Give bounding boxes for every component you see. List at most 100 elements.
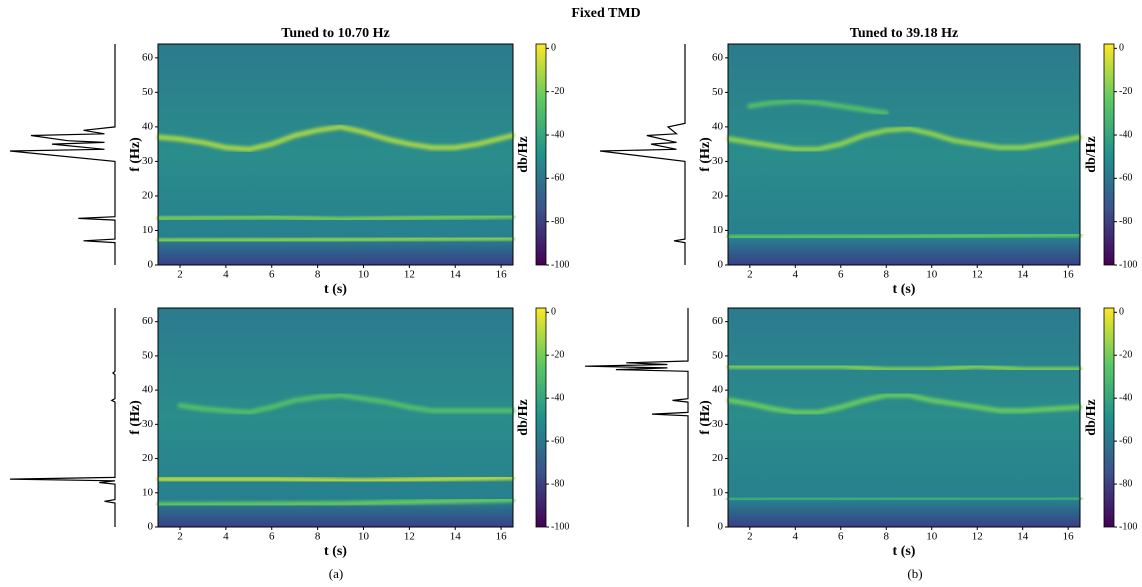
y-tick-label: 40: [712, 120, 724, 132]
colorbar-tick-label: -20: [1119, 350, 1132, 361]
colorbar-tick-label: -100: [1119, 521, 1137, 532]
colorbar-tick-label: -60: [1119, 173, 1132, 184]
spectrum: [599, 44, 686, 265]
x-axis-label: t (s): [324, 282, 347, 297]
ridge: [156, 235, 515, 244]
x-tick-label: 16: [496, 269, 508, 281]
colorbar-tick-label: -80: [1119, 478, 1132, 489]
y-tick-label: 40: [142, 384, 154, 396]
y-tick-label: 20: [142, 189, 154, 201]
panel-title: Tuned to 10.70 Hz: [281, 26, 389, 41]
colorbar-tick-label: -60: [551, 173, 564, 184]
colorbar: [535, 307, 547, 528]
x-tick-label: 16: [1063, 531, 1075, 543]
x-tick-label: 8: [315, 269, 321, 281]
x-tick-label: 12: [404, 269, 415, 281]
caption: (a): [329, 566, 343, 581]
y-tick-label: 30: [712, 155, 724, 167]
colorbar-tick-label: -40: [551, 392, 564, 403]
colorbar-tick-label: 0: [551, 307, 556, 318]
y-tick-label: 0: [718, 259, 724, 271]
x-tick-label: 2: [177, 269, 183, 281]
ridge: [726, 232, 1082, 240]
y-tick-label: 20: [712, 189, 724, 201]
ridge: [726, 392, 1082, 415]
x-tick-label: 2: [747, 531, 753, 543]
colorbar-tick-label: -60: [551, 435, 564, 446]
x-tick-label: 4: [793, 269, 799, 281]
ridge: [156, 474, 515, 484]
colorbar-label: db/Hz: [1084, 399, 1099, 436]
colorbar-tick-label: -100: [1119, 259, 1137, 270]
plot-frame: [727, 43, 1081, 266]
colorbar-tick-label: -100: [551, 521, 569, 532]
colorbar-label: db/Hz: [1084, 136, 1099, 173]
x-tick-label: 14: [450, 269, 462, 281]
x-axis-label: t (s): [893, 544, 916, 559]
y-tick-label: 50: [712, 86, 724, 98]
colorbar-tick-label: 0: [1119, 307, 1124, 318]
y-tick-label: 40: [142, 120, 154, 132]
spectrogram-bg: [728, 44, 1080, 265]
y-tick-label: 10: [712, 486, 724, 498]
y-tick-label: 0: [148, 259, 154, 271]
ridge: [747, 98, 889, 116]
colorbar-tick-label: -20: [1119, 86, 1132, 97]
colorbar-tick-label: -20: [551, 86, 564, 97]
x-tick-label: 14: [1017, 269, 1029, 281]
y-tick-label: 50: [142, 349, 154, 361]
spectrum: [9, 44, 116, 265]
x-tick-label: 8: [884, 531, 890, 543]
y-axis-label: f (Hz): [698, 137, 713, 172]
colorbar-label: db/Hz: [516, 399, 531, 436]
y-tick-label: 30: [142, 155, 154, 167]
ridge: [177, 392, 515, 415]
x-tick-label: 10: [358, 269, 370, 281]
plot-frame: [727, 307, 1081, 528]
y-tick-label: 10: [142, 224, 154, 236]
x-tick-label: 2: [747, 269, 753, 281]
colorbar: [1103, 43, 1115, 266]
x-axis-label: t (s): [324, 544, 347, 559]
colorbar-tick-label: -20: [551, 350, 564, 361]
caption: (b): [907, 566, 922, 581]
x-tick-label: 6: [838, 269, 844, 281]
colorbar-tick-label: -80: [551, 478, 564, 489]
colorbar-tick-label: -40: [1119, 392, 1132, 403]
colorbar-tick-label: -60: [1119, 435, 1132, 446]
ridge: [156, 213, 515, 222]
x-tick-label: 14: [450, 531, 462, 543]
x-tick-label: 16: [1063, 269, 1075, 281]
x-tick-label: 14: [1017, 531, 1029, 543]
ridge: [156, 497, 515, 508]
colorbar-label: db/Hz: [516, 136, 531, 173]
spectrum: [584, 308, 689, 527]
x-tick-label: 6: [838, 531, 844, 543]
y-tick-label: 60: [712, 315, 724, 327]
y-tick-label: 60: [142, 51, 154, 63]
x-axis-label: t (s): [893, 282, 916, 297]
x-tick-label: 12: [972, 269, 983, 281]
x-tick-label: 10: [926, 269, 938, 281]
y-tick-label: 20: [712, 452, 724, 464]
ridge: [156, 124, 515, 152]
x-tick-label: 6: [269, 531, 275, 543]
colorbar-tick-label: -40: [551, 129, 564, 140]
panel-title: Tuned to 39.18 Hz: [850, 26, 958, 41]
spectrogram-bg: [728, 308, 1080, 527]
plot-frame: [157, 307, 514, 528]
y-tick-label: 60: [142, 315, 154, 327]
y-axis-label: f (Hz): [698, 400, 713, 435]
x-tick-label: 10: [926, 531, 938, 543]
y-axis-label: f (Hz): [128, 137, 143, 172]
y-tick-label: 50: [142, 86, 154, 98]
x-tick-label: 4: [793, 531, 799, 543]
x-tick-label: 16: [496, 531, 508, 543]
x-tick-label: 8: [315, 531, 321, 543]
colorbar-tick-label: 0: [551, 43, 556, 54]
y-tick-label: 40: [712, 384, 724, 396]
colorbar-tick-label: -80: [551, 216, 564, 227]
y-tick-label: 30: [712, 418, 724, 430]
y-tick-label: 30: [142, 418, 154, 430]
